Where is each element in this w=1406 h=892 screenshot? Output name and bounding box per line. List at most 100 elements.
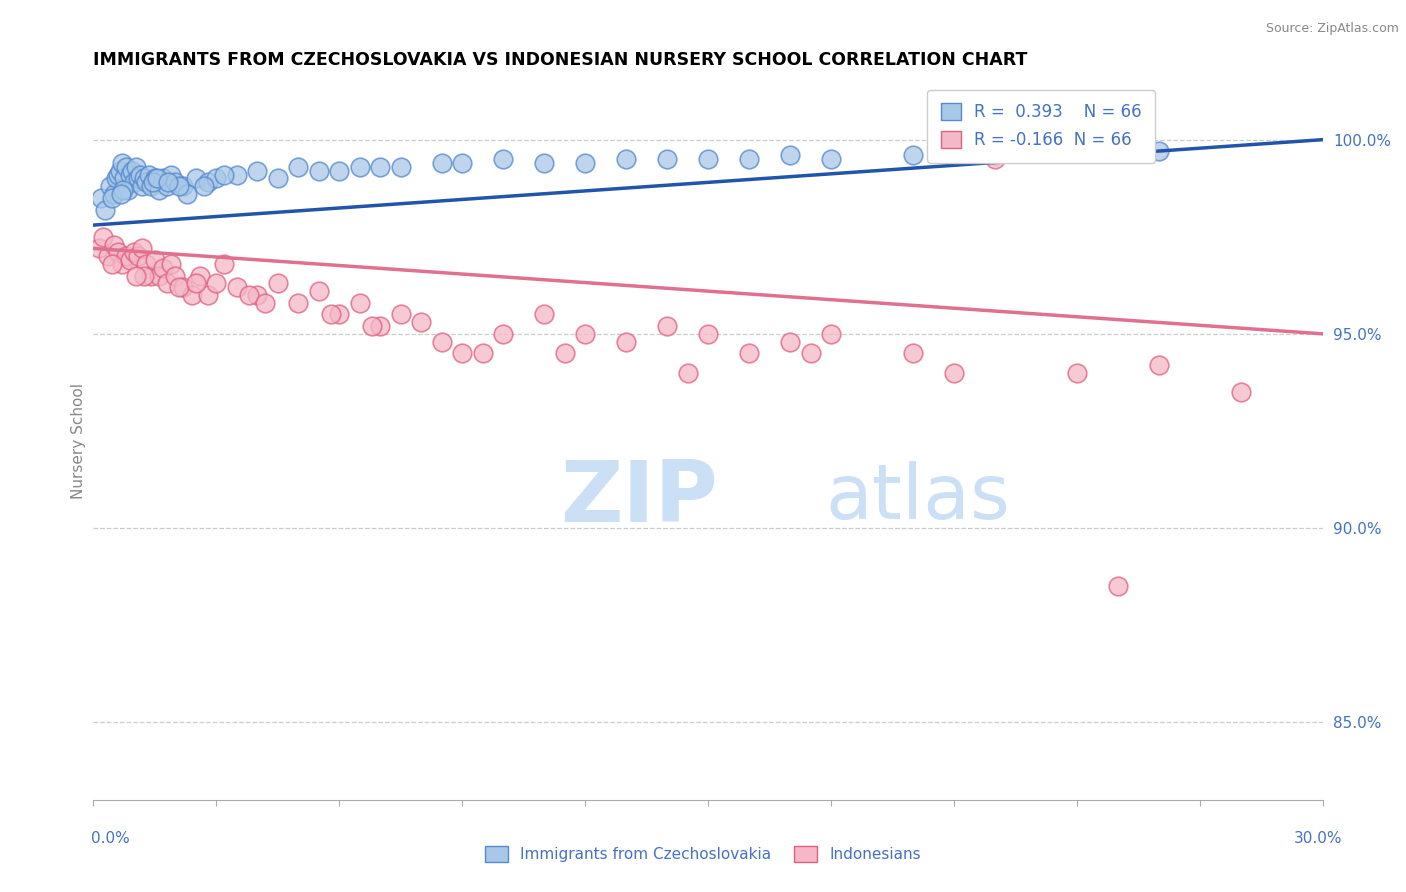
Point [697,152,720,166]
Point [451,156,474,170]
Point [120,253,142,268]
Point [120,168,142,182]
Point [160,168,183,182]
Point [389,160,412,174]
Point [98,179,121,194]
Point [103,237,125,252]
Text: 30.0%: 30.0% [1295,831,1343,847]
Point [319,308,342,322]
Point [135,257,157,271]
Point [152,260,174,275]
Point [100,191,122,205]
Point [96,249,118,263]
Legend: R =  0.393    N = 66, R = -0.166  N = 66: R = 0.393 N = 66, R = -0.166 N = 66 [928,90,1156,162]
Point [131,241,153,255]
Point [138,168,160,182]
Point [112,171,135,186]
Point [129,168,152,182]
Point [103,187,125,202]
Point [903,148,925,162]
Point [176,187,198,202]
Point [697,326,720,341]
Point [115,249,138,263]
Point [93,229,115,244]
Point [267,277,290,291]
Point [184,277,207,291]
Point [156,277,179,291]
Point [533,156,555,170]
Point [430,334,453,349]
Point [127,249,149,263]
Point [172,179,194,194]
Point [267,171,290,186]
Point [165,175,187,189]
Point [89,241,111,255]
Legend: Immigrants from Czechoslovakia, Indonesians: Immigrants from Czechoslovakia, Indonesi… [479,840,927,868]
Text: IMMIGRANTS FROM CZECHOSLOVAKIA VS INDONESIAN NURSERY SCHOOL CORRELATION CHART: IMMIGRANTS FROM CZECHOSLOVAKIA VS INDONE… [93,51,1028,69]
Point [131,179,153,194]
Point [145,171,167,186]
Y-axis label: Nursery School: Nursery School [72,383,86,499]
Text: atlas: atlas [825,461,1010,535]
Point [554,346,576,360]
Point [368,319,391,334]
Point [225,168,247,182]
Point [430,156,453,170]
Point [142,175,165,189]
Point [111,257,134,271]
Point [152,171,174,186]
Point [308,284,330,298]
Point [471,346,494,360]
Point [574,156,596,170]
Point [134,268,156,283]
Point [328,308,350,322]
Point [574,326,596,341]
Point [254,295,277,310]
Point [287,160,309,174]
Point [165,268,187,283]
Point [389,308,412,322]
Point [214,168,236,182]
Point [115,160,138,174]
Point [820,152,842,166]
Point [1066,366,1088,380]
Point [205,171,228,186]
Point [492,326,515,341]
Point [134,171,156,186]
Point [94,202,117,217]
Point [657,319,679,334]
Point [143,253,166,268]
Point [614,152,637,166]
Point [100,257,122,271]
Point [111,156,134,170]
Point [943,366,966,380]
Point [180,288,202,302]
Point [368,160,391,174]
Point [800,346,823,360]
Point [122,175,145,189]
Text: ZIP: ZIP [561,457,718,540]
Point [139,268,162,283]
Point [160,257,183,271]
Point [1149,145,1171,159]
Point [111,183,134,197]
Point [193,179,215,194]
Point [1107,579,1129,593]
Point [820,326,842,341]
Point [287,295,309,310]
Point [451,346,474,360]
Point [122,245,145,260]
Point [533,308,555,322]
Point [1230,385,1253,400]
Point [125,268,148,283]
Point [156,179,179,194]
Point [104,171,127,186]
Point [148,183,170,197]
Point [676,366,699,380]
Point [197,175,219,189]
Point [108,163,131,178]
Point [169,179,191,194]
Point [361,319,384,334]
Point [143,171,166,186]
Text: Source: ZipAtlas.com: Source: ZipAtlas.com [1265,22,1399,36]
